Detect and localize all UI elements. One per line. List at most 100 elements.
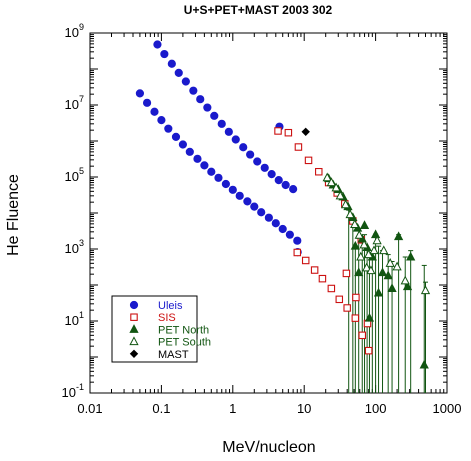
data-point-uleis (253, 157, 262, 166)
x-tick-label: 1000 (433, 401, 462, 416)
data-point-uleis (214, 173, 223, 182)
x-tick-label: 1 (229, 401, 236, 416)
data-point-pet-south (335, 190, 345, 200)
data-point-pet-south (372, 235, 382, 245)
data-point-uleis (207, 167, 216, 176)
data-point-sis (315, 167, 323, 176)
y-tick-label: 101 (65, 310, 84, 328)
data-point-sis (284, 128, 293, 137)
data-point-uleis (257, 208, 266, 217)
data-point-pet-south (356, 251, 366, 261)
data-point-uleis (185, 147, 194, 156)
series-mast (301, 127, 310, 137)
data-point-pet-south (379, 245, 389, 255)
data-point-uleis (181, 77, 190, 86)
data-point-sis (351, 314, 360, 322)
data-point-uleis (189, 86, 198, 95)
y-axis-label: He Fluence (5, 174, 22, 256)
data-point-uleis (160, 49, 169, 59)
data-point-pet-north (377, 267, 388, 277)
y-tick-label: 105 (65, 166, 84, 184)
data-point-uleis (293, 236, 302, 245)
data-point-uleis (217, 119, 226, 128)
data-point-pet-north (406, 251, 416, 261)
data-point-uleis (235, 191, 244, 200)
legend-marker-pet-north (129, 324, 139, 333)
legend-marker-sis (130, 313, 138, 321)
x-axis-label: MeV/nucleon (222, 439, 315, 456)
data-point-pet-south (359, 239, 369, 249)
data-point-pet-south (369, 245, 379, 255)
data-point-pet-south (322, 172, 332, 182)
data-point-uleis (224, 127, 233, 136)
data-point-uleis (196, 95, 205, 104)
chart-title: U+S+PET+MAST 2003 302 (184, 3, 333, 17)
data-point-sis (310, 266, 319, 274)
data-point-uleis (231, 135, 240, 144)
data-point-uleis (271, 219, 280, 228)
legend-label-uleis: Uleis (158, 300, 183, 312)
data-point-uleis (210, 111, 219, 120)
data-point-uleis (150, 107, 159, 116)
series-pet-north (324, 173, 429, 369)
data-points (135, 40, 431, 369)
data-point-uleis (267, 170, 276, 179)
data-point-uleis (167, 59, 176, 68)
data-point-pet-south (362, 262, 372, 272)
data-point-uleis (246, 150, 255, 159)
data-point-pet-south (420, 285, 431, 295)
data-point-pet-north (373, 287, 384, 297)
data-point-uleis (174, 68, 183, 77)
data-point-uleis (221, 179, 230, 189)
data-point-pet-north (370, 229, 381, 239)
data-point-uleis (250, 202, 259, 211)
data-point-sis (301, 256, 310, 265)
y-tick-label: 103 (65, 238, 84, 256)
data-point-sis (293, 248, 302, 257)
data-point-sis (327, 284, 336, 293)
legend-label-sis: SIS (158, 312, 176, 324)
data-point-uleis (289, 185, 298, 194)
x-tick-label: 0.1 (152, 401, 170, 416)
data-point-uleis (243, 197, 252, 206)
y-tick-label: 10-1 (62, 382, 84, 400)
legend-label-pet-north: PET North (158, 324, 209, 336)
data-point-pet-south (331, 182, 341, 192)
data-point-pet-north (393, 231, 404, 241)
data-point-sis (294, 143, 303, 151)
data-point-uleis (193, 154, 202, 163)
x-tick-label: 10 (297, 401, 311, 416)
data-point-pet-south (326, 177, 336, 187)
series-uleis (135, 40, 302, 257)
y-tick-label: 109 (65, 22, 84, 40)
x-axis: 0.01 0.1 1 10 100 1000 (77, 33, 461, 416)
data-point-pet-south (350, 219, 360, 228)
data-point-pet-south (345, 209, 355, 219)
data-point-uleis (260, 163, 269, 172)
data-point-uleis (142, 98, 152, 107)
x-tick-label: 100 (365, 401, 387, 416)
legend-label-mast: MAST (158, 349, 189, 361)
data-point-uleis (285, 230, 294, 239)
data-point-uleis (157, 116, 166, 125)
series-pet-south (322, 172, 431, 295)
data-point-pet-north (383, 270, 393, 280)
x-tick-label: 0.01 (77, 401, 102, 416)
data-point-uleis (264, 213, 273, 222)
data-point-pet-south (354, 230, 364, 239)
legend-marker-mast (129, 349, 139, 359)
data-point-uleis (153, 40, 162, 49)
data-point-sis (274, 127, 282, 135)
data-point-uleis (171, 132, 181, 141)
data-point-uleis (178, 140, 187, 149)
data-point-sis (352, 293, 360, 302)
data-point-pet-north (419, 359, 429, 369)
data-point-uleis (274, 176, 283, 185)
legend-label-pet-south: PET South (158, 337, 211, 349)
data-point-uleis (281, 180, 290, 190)
legend-marker-uleis (129, 300, 139, 310)
data-point-pet-south (340, 199, 351, 209)
data-point-sis (343, 304, 351, 312)
data-point-pet-south (400, 275, 410, 285)
